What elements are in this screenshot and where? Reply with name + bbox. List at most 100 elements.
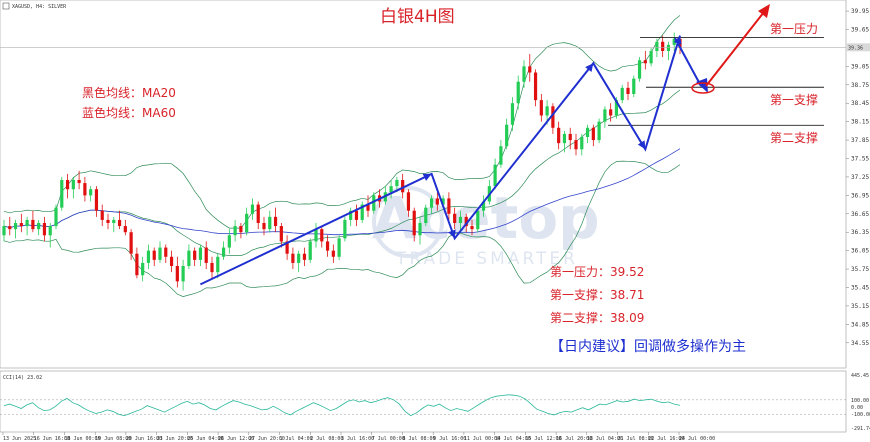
candle-body xyxy=(620,87,624,101)
candle-body xyxy=(551,106,555,128)
candle-body xyxy=(48,226,52,236)
candle-body xyxy=(510,103,515,125)
candle-body xyxy=(245,213,249,233)
time-tick-label: 8 Jul 08:00 xyxy=(402,436,435,442)
candle-body xyxy=(557,127,561,144)
price-tick-label: 34.55 xyxy=(851,340,869,347)
symbol-label: XAGUSD, H4: SILVER xyxy=(12,4,67,10)
candle-body xyxy=(198,247,203,260)
time-tick-label: 14 Jul 04:00 xyxy=(495,436,531,442)
candle-body xyxy=(343,219,347,239)
price-tick-label: 37.25 xyxy=(851,174,869,181)
time-tick-label: 26 Jun 12:00 xyxy=(218,436,254,442)
candle-body xyxy=(285,241,289,254)
candle-body xyxy=(268,216,272,230)
intraday-advice: 【日内建议】回调做多操作为主 xyxy=(550,338,746,355)
candle-body xyxy=(112,219,116,223)
candle-body xyxy=(71,180,75,190)
time-tick-label: 22 Jul 16:00 xyxy=(648,436,684,442)
trend-arrowhead xyxy=(585,63,594,72)
candle-body xyxy=(603,109,607,122)
price-axis: 39.9539.6539.3539.0538.7538.4538.1537.85… xyxy=(846,8,869,347)
candle-body xyxy=(164,247,168,257)
candle-body xyxy=(354,210,359,220)
candle-body xyxy=(146,250,151,263)
candle-body xyxy=(175,266,179,282)
candle-body xyxy=(83,183,87,196)
watermark-brand: Acetop xyxy=(372,184,600,252)
price-tick-label: 34.85 xyxy=(851,321,869,328)
current-price-bg xyxy=(846,43,870,52)
candle-body xyxy=(158,247,162,260)
candle-body xyxy=(418,223,422,236)
candle-body xyxy=(470,226,474,230)
candle-body xyxy=(545,106,549,116)
level-summary-resistance-1: 第一压力：39.52 xyxy=(550,265,644,279)
candle-body xyxy=(100,210,104,220)
candle-body xyxy=(453,213,457,223)
candle-body xyxy=(187,250,191,266)
ma60-line xyxy=(3,148,681,236)
candle-body xyxy=(169,256,174,266)
time-tick-label: 18 Jul 04:00 xyxy=(587,436,623,442)
time-tick-label: 15 Jul 12:00 xyxy=(525,436,561,442)
price-tick-label: 37.85 xyxy=(851,137,869,144)
candle-body xyxy=(649,51,653,64)
candle-body xyxy=(337,238,341,257)
candle-body xyxy=(395,180,399,187)
time-tick-label: 2 Jul 08:00 xyxy=(310,436,343,442)
forecast-pullback-arrow xyxy=(674,37,702,87)
current-price-value: 39.36 xyxy=(848,45,863,51)
watermark-globe-icon xyxy=(372,186,444,258)
candle-body xyxy=(256,204,260,223)
chart-title: 白银4H图 xyxy=(380,7,455,27)
candle-body xyxy=(447,198,451,214)
candle-body xyxy=(181,266,185,282)
trend-arrowheads xyxy=(422,35,682,239)
candle-body xyxy=(308,241,312,260)
forecast-rally-arrowhead xyxy=(758,4,770,18)
candle-body xyxy=(250,204,255,214)
candle-body xyxy=(609,109,613,116)
candle-body xyxy=(499,146,503,165)
candle-body xyxy=(25,219,29,227)
candle-body xyxy=(94,189,99,211)
price-tick-label: 36.35 xyxy=(851,229,869,236)
candle-body xyxy=(574,140,578,150)
candle-body xyxy=(626,87,630,94)
price-tick-label: 35.75 xyxy=(851,266,869,273)
candle-body xyxy=(429,198,434,208)
time-tick-label: 23 Jun 20:00 xyxy=(157,436,193,442)
candle-body xyxy=(666,44,671,51)
cci-label: CCI(14) 23.02 xyxy=(3,375,42,381)
level-summary-support-2: 第二支撑：38.09 xyxy=(550,310,644,325)
price-tick-label: 39.65 xyxy=(851,27,869,34)
candle-body xyxy=(522,66,526,82)
candle-body xyxy=(152,250,156,260)
key-level-lines xyxy=(608,37,824,126)
candle-body xyxy=(360,204,364,220)
candle-body xyxy=(279,226,283,242)
forecast-rally-arrow xyxy=(705,11,765,87)
candle-body xyxy=(117,219,122,227)
level-label-resistance-1: 第一压力 xyxy=(770,22,818,36)
candle-body xyxy=(204,247,208,263)
candle-body xyxy=(424,207,428,223)
price-tick-label: 39.05 xyxy=(851,63,869,70)
cci-tick-label: 0.00 xyxy=(851,405,863,411)
level-label-support-1: 第一支撑 xyxy=(770,92,818,107)
cci-tick-label: 100.00 xyxy=(851,398,869,404)
candle-body xyxy=(401,180,405,193)
candle-body xyxy=(19,223,23,227)
time-tick-label: 25 Jun 04:00 xyxy=(187,436,223,442)
candle-body xyxy=(562,133,567,144)
trend-path xyxy=(199,35,681,286)
level-label-support-2: 第二支撑 xyxy=(770,130,818,145)
main-panel xyxy=(0,0,847,369)
candle-body xyxy=(106,219,110,223)
candle-body xyxy=(291,253,295,263)
trend-arrowhead xyxy=(673,35,682,45)
candle-body xyxy=(129,232,133,254)
candle-body xyxy=(389,186,393,193)
time-tick-label: 19 Jun 08:00 xyxy=(95,436,131,442)
